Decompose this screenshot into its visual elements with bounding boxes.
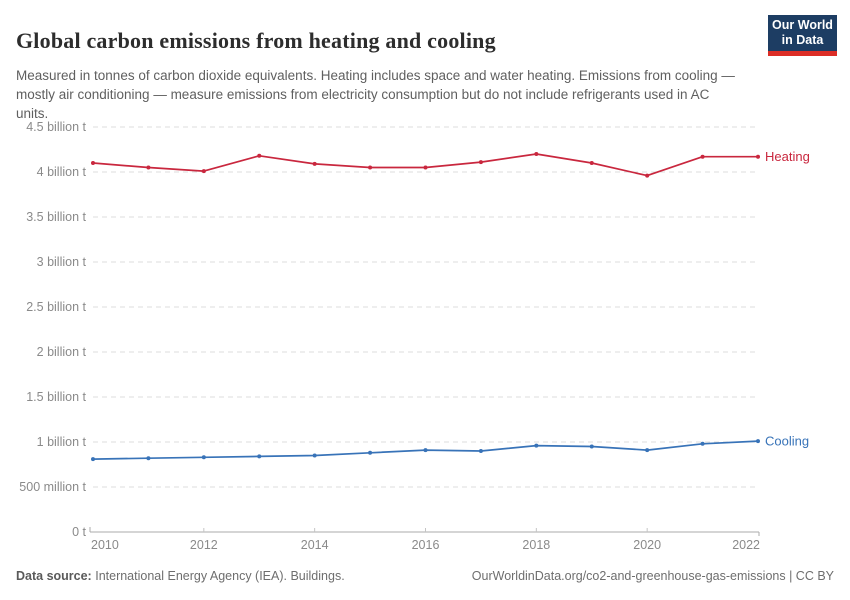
y-tick-label: 1 billion t [37, 435, 87, 449]
series-label-cooling[interactable]: Cooling [765, 434, 809, 449]
data-point-heating[interactable] [91, 161, 95, 165]
data-point-cooling[interactable] [534, 443, 539, 448]
data-point-cooling[interactable] [478, 449, 483, 453]
data-point-cooling[interactable] [146, 456, 151, 461]
data-point-cooling[interactable] [91, 457, 95, 462]
owid-logo-line1: Our World [772, 18, 833, 32]
x-tick-label: 2022 [732, 538, 760, 552]
data-point-cooling[interactable] [645, 448, 650, 453]
y-tick-label: 1.5 billion t [26, 390, 86, 404]
x-tick-label: 2018 [522, 538, 550, 552]
y-tick-label: 4.5 billion t [26, 120, 86, 134]
data-point-heating[interactable] [589, 161, 594, 165]
data-point-cooling[interactable] [201, 455, 206, 460]
data-point-cooling[interactable] [589, 444, 594, 449]
chart-title: Global carbon emissions from heating and… [16, 27, 496, 53]
data-point-cooling[interactable] [700, 441, 705, 446]
data-point-heating[interactable] [645, 173, 650, 178]
x-tick-label: 2016 [412, 538, 440, 552]
y-tick-label: 3 billion t [37, 255, 87, 269]
data-point-heating[interactable] [257, 153, 262, 158]
data-point-heating[interactable] [478, 160, 483, 165]
y-tick-label: 2 billion t [37, 345, 87, 359]
credit-line: OurWorldinData.org/co2-and-greenhouse-ga… [471, 569, 834, 583]
chart-subtitle: Measured in tonnes of carbon dioxide equ… [16, 67, 735, 121]
data-source-text: International Energy Agency (IEA). Build… [95, 569, 345, 583]
owid-logo[interactable]: Our World in Data [768, 15, 837, 56]
y-tick-label: 0 t [72, 525, 86, 539]
y-tick-label: 4 billion t [37, 165, 87, 179]
x-tick-label: 2012 [190, 538, 218, 552]
data-point-heating[interactable] [312, 161, 317, 166]
y-tick-label: 3.5 billion t [26, 210, 86, 224]
data-source-label: Data source: [16, 569, 92, 583]
data-point-cooling[interactable] [756, 439, 760, 444]
data-point-heating[interactable] [146, 165, 151, 170]
data-point-cooling[interactable] [257, 454, 262, 459]
data-point-heating[interactable] [700, 154, 705, 159]
series-label-heating[interactable]: Heating [765, 149, 810, 164]
data-point-heating[interactable] [368, 165, 373, 170]
y-tick-label: 500 million t [19, 480, 86, 494]
x-tick-label: 2010 [91, 538, 119, 552]
data-source-note: Data source: International Energy Agency… [16, 569, 345, 583]
data-point-heating[interactable] [534, 152, 539, 156]
owid-logo-line2: in Data [781, 33, 824, 47]
data-point-heating[interactable] [201, 169, 206, 174]
x-tick-label: 2014 [301, 538, 329, 552]
data-point-cooling[interactable] [312, 453, 317, 458]
y-tick-label: 2.5 billion t [26, 300, 86, 314]
data-point-heating[interactable] [423, 165, 428, 170]
x-tick-label: 2020 [633, 538, 661, 552]
data-point-cooling[interactable] [423, 448, 428, 453]
data-point-cooling[interactable] [368, 450, 373, 455]
data-point-heating[interactable] [756, 154, 760, 159]
